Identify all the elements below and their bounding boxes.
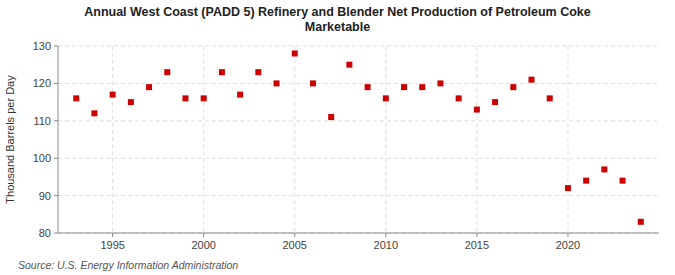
y-grid-line bbox=[58, 195, 659, 196]
x-grid-line bbox=[476, 46, 477, 233]
scatter-point bbox=[456, 95, 462, 101]
x-tick bbox=[385, 233, 386, 237]
y-tick-label: 120 bbox=[33, 77, 51, 89]
scatter-point bbox=[110, 92, 116, 98]
scatter-point bbox=[638, 219, 644, 225]
y-tick-label: 110 bbox=[33, 115, 51, 127]
title-line: Marketable bbox=[305, 20, 370, 34]
scatter-point bbox=[182, 95, 188, 101]
scatter-point bbox=[510, 84, 516, 90]
scatter-point bbox=[383, 95, 389, 101]
x-grid-line bbox=[294, 46, 295, 233]
scatter-point bbox=[310, 80, 316, 86]
scatter-point bbox=[419, 84, 425, 90]
y-tick-label: 130 bbox=[33, 40, 51, 52]
scatter-point bbox=[164, 69, 170, 75]
y-tick bbox=[54, 83, 58, 84]
scatter-point bbox=[219, 69, 225, 75]
scatter-point bbox=[328, 114, 334, 120]
scatter-point bbox=[601, 166, 607, 172]
scatter-point bbox=[620, 178, 626, 184]
x-tick-label: 2005 bbox=[283, 239, 307, 251]
scatter-point bbox=[365, 84, 371, 90]
y-tick-label: 90 bbox=[39, 190, 51, 202]
scatter-point bbox=[547, 95, 553, 101]
scatter-point bbox=[237, 92, 243, 98]
scatter-point bbox=[274, 80, 280, 86]
title-line: Annual West Coast (PADD 5) Refinery and … bbox=[84, 5, 591, 19]
y-grid-line bbox=[58, 158, 659, 159]
y-grid-line bbox=[58, 46, 659, 47]
y-axis-line bbox=[58, 46, 59, 233]
scatter-point bbox=[492, 99, 498, 105]
scatter-point bbox=[201, 95, 207, 101]
scatter-point bbox=[292, 50, 298, 56]
y-tick bbox=[54, 195, 58, 196]
x-grid-line bbox=[112, 46, 113, 233]
scatter-point bbox=[401, 84, 407, 90]
chart-title: Annual West Coast (PADD 5) Refinery and … bbox=[84, 5, 591, 34]
y-axis-label: Thousand Barrels per Day bbox=[4, 75, 16, 204]
scatter-point bbox=[146, 84, 152, 90]
x-tick bbox=[112, 233, 113, 237]
x-tick bbox=[476, 233, 477, 237]
grid bbox=[58, 46, 659, 233]
x-grid-line bbox=[567, 46, 568, 233]
chart-container: Annual West Coast (PADD 5) Refinery and … bbox=[0, 0, 675, 275]
scatter-point bbox=[565, 185, 571, 191]
x-grid-line bbox=[385, 46, 386, 233]
x-grid-line bbox=[203, 46, 204, 233]
scatter-point bbox=[255, 69, 261, 75]
chart-svg: Annual West Coast (PADD 5) Refinery and … bbox=[0, 0, 675, 275]
scatter-point bbox=[91, 110, 97, 116]
scatter-point bbox=[346, 62, 352, 68]
x-tick-label: 2010 bbox=[374, 239, 398, 251]
scatter-point bbox=[529, 77, 535, 83]
x-tick bbox=[294, 233, 295, 237]
y-tick bbox=[54, 233, 58, 234]
scatter-point bbox=[437, 80, 443, 86]
x-tick bbox=[567, 233, 568, 237]
y-tick bbox=[54, 120, 58, 121]
y-grid-line bbox=[58, 233, 659, 234]
x-tick-label: 2000 bbox=[191, 239, 215, 251]
y-tick bbox=[54, 46, 58, 47]
points bbox=[73, 50, 644, 224]
y-grid-line bbox=[58, 83, 659, 84]
x-tick-label: 2020 bbox=[556, 239, 580, 251]
y-tick bbox=[54, 158, 58, 159]
x-tick bbox=[203, 233, 204, 237]
scatter-point bbox=[128, 99, 134, 105]
x-axis-line bbox=[58, 233, 659, 234]
x-tick-label: 2015 bbox=[465, 239, 489, 251]
scatter-point bbox=[73, 95, 79, 101]
y-tick-label: 100 bbox=[33, 152, 51, 164]
scatter-point bbox=[583, 178, 589, 184]
x-tick-label: 1995 bbox=[100, 239, 124, 251]
y-grid-line bbox=[58, 120, 659, 121]
source-annotation: Source: U.S. Energy Information Administ… bbox=[18, 259, 238, 271]
scatter-point bbox=[474, 107, 480, 113]
y-tick-label: 80 bbox=[39, 227, 51, 239]
